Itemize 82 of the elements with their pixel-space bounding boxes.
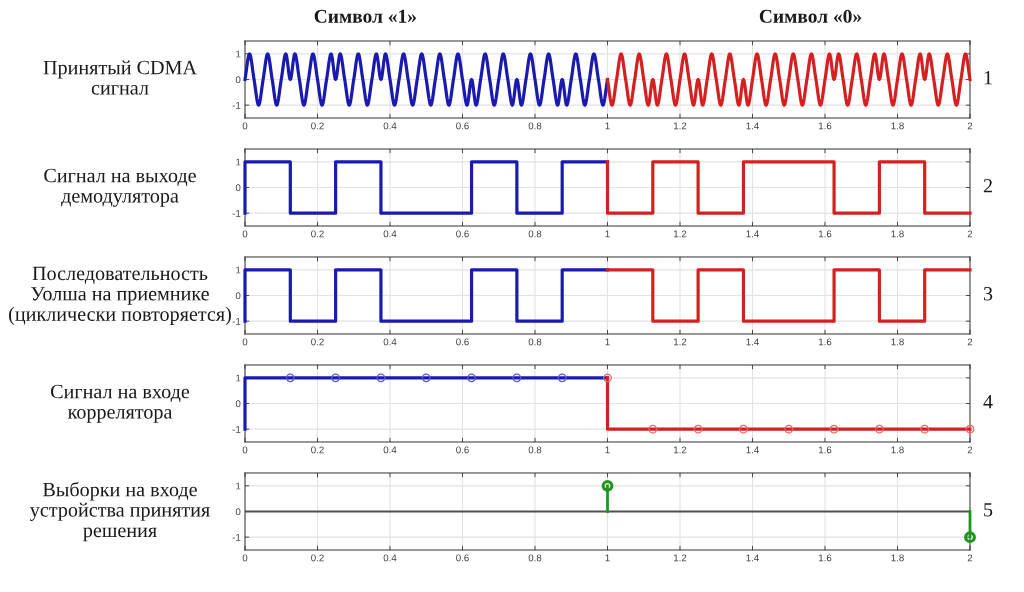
- y-tick-label: 0: [235, 184, 241, 192]
- y-axis-title: Выборки на входе устройства принятия решения: [30, 481, 210, 542]
- x-tick-label: 2: [967, 446, 973, 454]
- x-tick-label: 0.6: [456, 446, 469, 454]
- x-tick-label: 0.2: [311, 446, 324, 454]
- x-tick-label: 0.6: [456, 230, 469, 238]
- text: Символ «0»: [759, 9, 862, 23]
- x-tick-label: 1.6: [818, 122, 832, 130]
- x-tick-label: 0.8: [528, 338, 542, 346]
- x-tick-label: 0.6: [456, 122, 469, 130]
- text: 1: [984, 71, 992, 85]
- x-tick-label: 1: [605, 230, 610, 238]
- x-tick-label: 1.4: [746, 122, 759, 130]
- y-tick-label: 0: [235, 76, 241, 84]
- y-axis-title: Сигнал на входе коррелятора: [50, 384, 190, 423]
- y-tick-label: -1: [232, 102, 241, 109]
- x-tick-label: 0.4: [383, 230, 397, 238]
- x-tick-label: 2: [967, 230, 973, 238]
- text: 4: [983, 395, 993, 409]
- x-tick-label: 0.8: [528, 122, 542, 130]
- y-tick-label: 0: [235, 400, 241, 408]
- x-tick-label: 2: [967, 554, 973, 562]
- y-tick-label: 1: [236, 266, 241, 274]
- x-tick-label: 0.6: [456, 554, 469, 562]
- y-axis-title: Последовательность Уолша на приемнике (циклически повторяется): [9, 266, 231, 325]
- x-tick-label: 1.2: [673, 230, 687, 238]
- x-tick-label: 0.4: [383, 446, 397, 454]
- x-tick-label: 1.6: [818, 554, 832, 562]
- x-tick-label: 0.4: [383, 554, 397, 562]
- x-tick-label: 1.8: [891, 446, 904, 454]
- text: Символ «1»: [314, 9, 416, 23]
- x-tick-label: 0.4: [383, 338, 397, 346]
- x-tick-label: 2: [967, 122, 973, 130]
- x-tick-label: 2: [967, 338, 973, 346]
- text: 3: [983, 287, 993, 301]
- y-tick-label: 0: [235, 508, 241, 516]
- x-tick-label: 1: [605, 554, 610, 562]
- x-tick-label: 1.6: [818, 230, 832, 238]
- x-tick-label: 0.8: [528, 446, 542, 454]
- y-axis-title: Принятый CDMA сигнал: [43, 60, 197, 95]
- x-tick-label: 1.6: [818, 338, 832, 346]
- x-tick-label: 0.2: [311, 338, 324, 346]
- x-tick-label: 0.6: [456, 338, 469, 346]
- y-tick-label: 1: [236, 374, 241, 382]
- y-tick-label: 1: [236, 158, 241, 166]
- x-tick-label: 0.2: [311, 554, 324, 562]
- x-tick-label: 0: [242, 554, 248, 562]
- x-tick-label: 1.8: [891, 338, 904, 346]
- x-tick-label: 0.4: [383, 122, 397, 130]
- y-axis-title: Сигнал на выходе демодулятора: [44, 168, 196, 207]
- y-tick-label: 1: [236, 50, 241, 58]
- x-tick-label: 0.8: [528, 230, 542, 238]
- x-tick-label: 1: [605, 446, 610, 454]
- y-tick-label: -1: [232, 534, 241, 541]
- y-tick-label: -1: [232, 210, 241, 217]
- x-tick-label: 1.2: [673, 338, 687, 346]
- y-tick-label: -1: [232, 318, 241, 325]
- x-tick-label: 1.2: [673, 554, 687, 562]
- y-tick-label: -1: [232, 426, 241, 433]
- x-tick-label: 1.4: [746, 446, 759, 454]
- x-tick-label: 1.8: [891, 230, 904, 238]
- x-tick-label: 1.2: [673, 446, 687, 454]
- x-tick-label: 1.2: [673, 122, 687, 130]
- x-tick-label: 0: [242, 446, 248, 454]
- x-tick-label: 1: [605, 338, 610, 346]
- x-tick-label: 0.2: [311, 230, 324, 238]
- x-tick-label: 1.8: [891, 122, 904, 130]
- x-tick-label: 1.4: [746, 554, 759, 562]
- y-tick-label: 1: [236, 482, 241, 490]
- x-tick-label: 0.8: [528, 554, 542, 562]
- x-tick-label: 0: [242, 122, 248, 130]
- y-tick-label: 0: [235, 292, 241, 300]
- x-tick-label: 1.4: [746, 230, 759, 238]
- x-tick-label: 1.6: [818, 446, 832, 454]
- x-tick-label: 1.8: [891, 554, 904, 562]
- x-tick-label: 1: [605, 122, 610, 130]
- x-tick-label: 0: [242, 230, 248, 238]
- x-tick-label: 1.4: [746, 338, 759, 346]
- text: 2: [983, 179, 992, 193]
- x-tick-label: 0: [242, 338, 248, 346]
- text: 5: [984, 503, 993, 517]
- x-tick-label: 0.2: [311, 122, 324, 130]
